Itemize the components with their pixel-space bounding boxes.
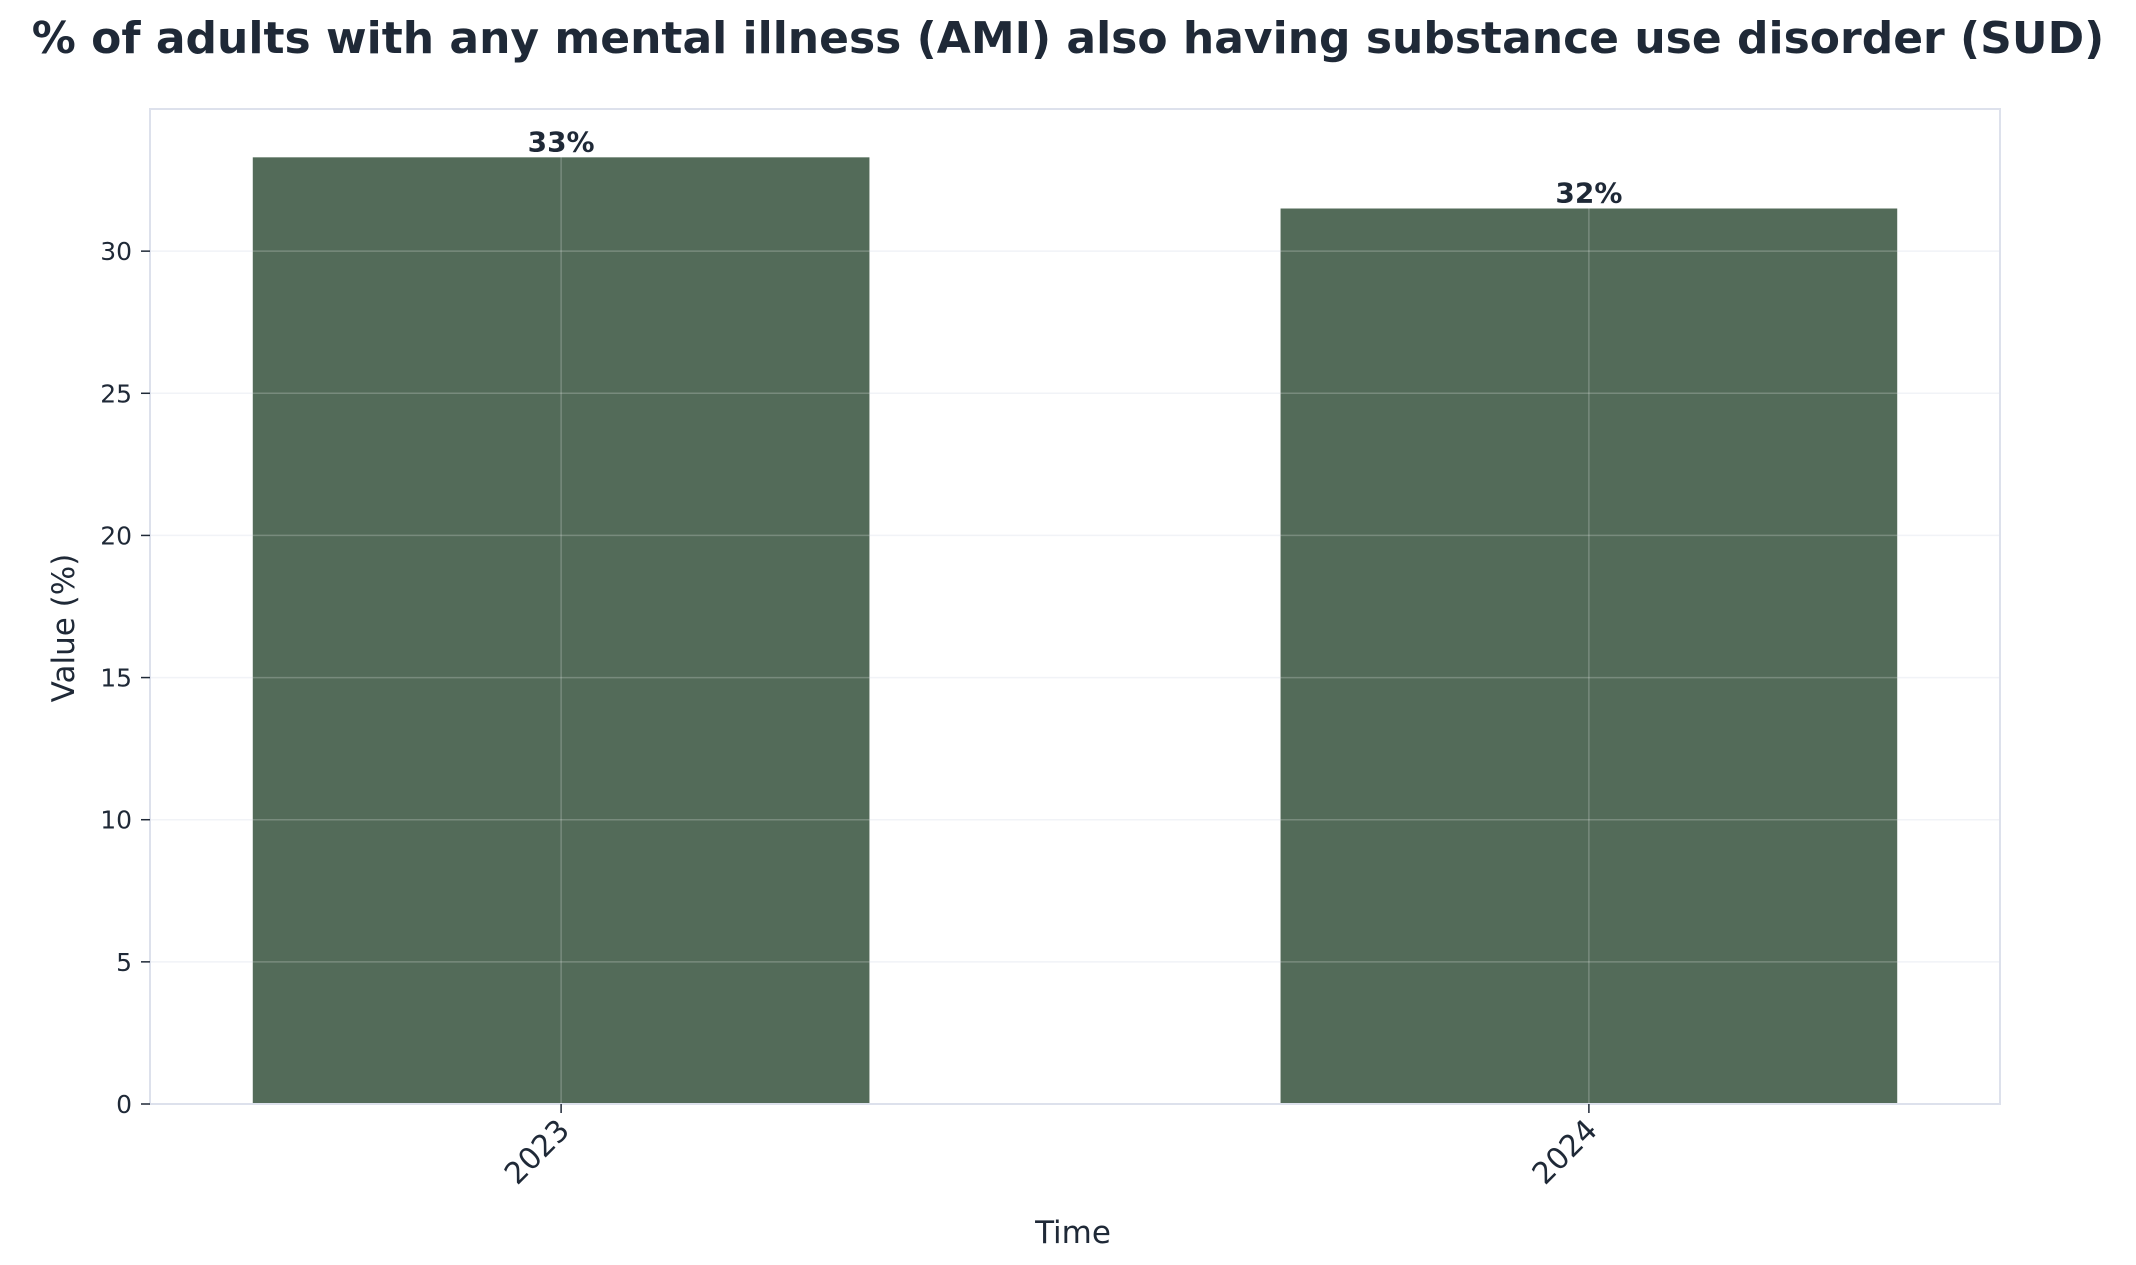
chart-title: % of adults with any mental illness (AMI… [32, 13, 2104, 64]
plot-area: 0 5 10 15 20 25 30 2023 2024 33% 32% [100, 108, 2001, 1192]
plot-frame [149, 108, 2001, 1105]
data-label-2023: 33% [528, 125, 595, 158]
data-label-2024: 32% [1555, 177, 1622, 210]
y-tick-label: 0 [116, 1090, 132, 1119]
bar-2023 [252, 157, 870, 1105]
y-tick-label: 10 [100, 806, 132, 835]
x-axis-label: Time [1034, 1215, 1111, 1251]
x-tick-label-2023: 2023 [498, 1113, 577, 1192]
y-tick-label: 15 [100, 664, 132, 693]
y-tick-label: 30 [100, 237, 132, 266]
y-axis-label: Value (%) [46, 554, 82, 703]
y-tick-label: 25 [100, 379, 132, 408]
y-tick-label: 5 [116, 948, 132, 977]
y-tick-label: 20 [100, 521, 132, 550]
bar-2024 [1280, 208, 1898, 1104]
x-tick-label-2024: 2024 [1526, 1113, 1605, 1192]
